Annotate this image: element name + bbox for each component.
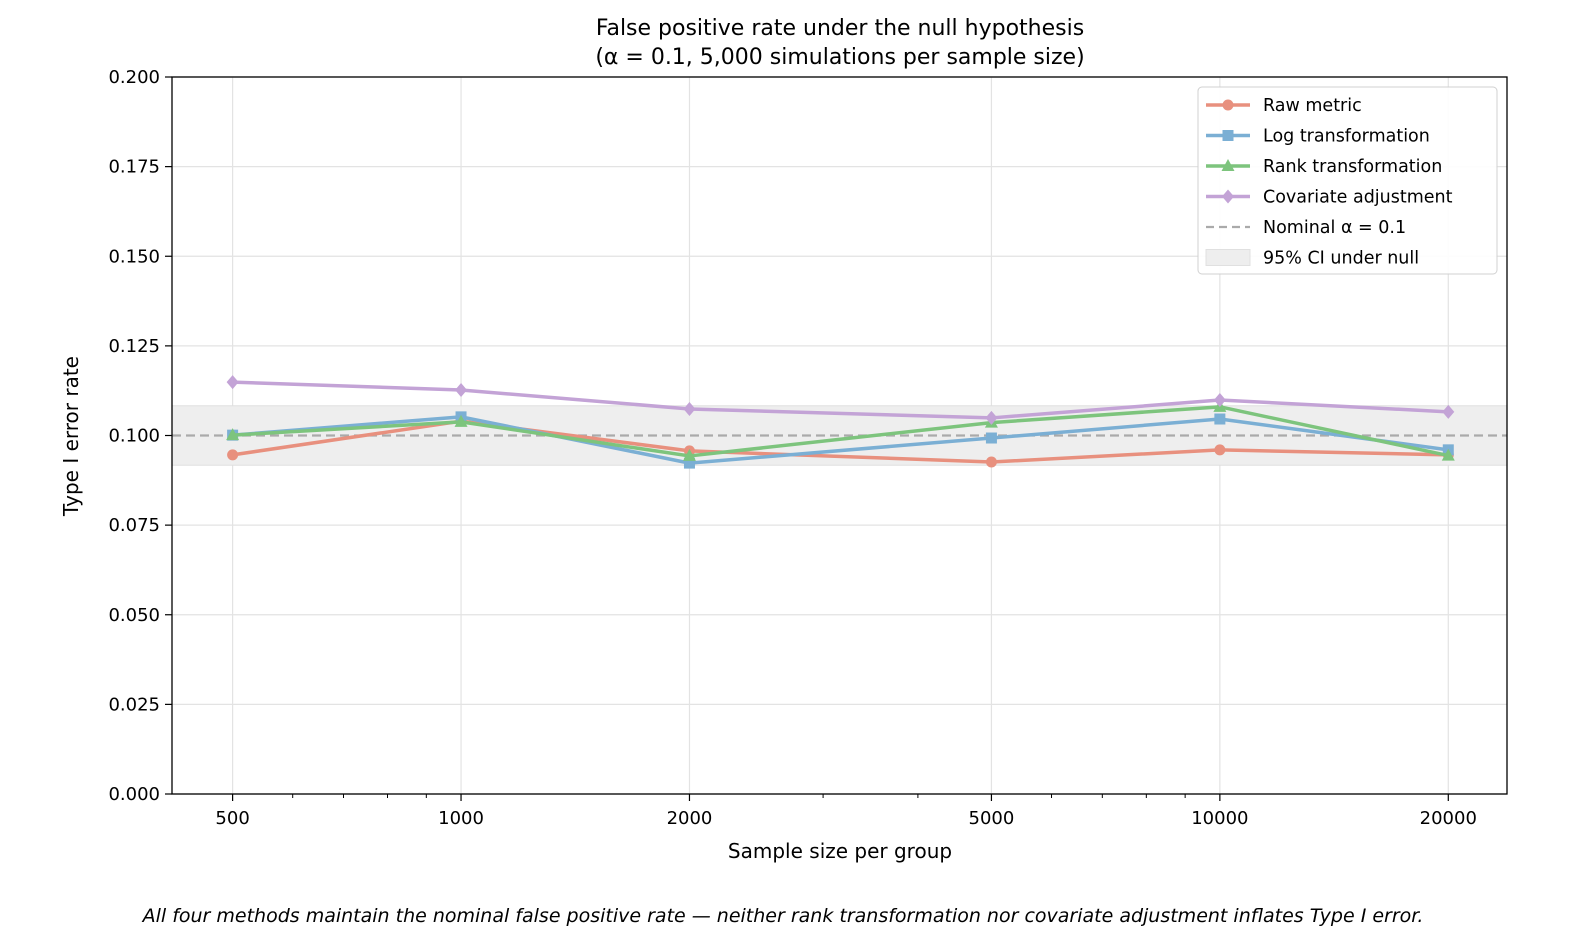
legend-label: Nominal α = 0.1 xyxy=(1263,218,1406,238)
y-tick-label: 0.175 xyxy=(108,157,160,178)
y-tick-label: 0.075 xyxy=(108,515,160,536)
x-tick-label: 10000 xyxy=(1191,808,1248,829)
legend-marker xyxy=(1222,130,1234,141)
x-tick-label: 2000 xyxy=(667,808,713,829)
data-point xyxy=(683,457,695,469)
legend-marker xyxy=(1222,99,1234,111)
legend-label: Covariate adjustment xyxy=(1263,188,1453,208)
y-axis-label: Type I error rate xyxy=(59,356,83,517)
chart-subtitle: (α = 0.1, 5,000 simulations per sample s… xyxy=(595,45,1084,70)
data-point xyxy=(455,382,468,397)
y-tick-label: 0.150 xyxy=(108,246,160,267)
data-point xyxy=(683,401,696,416)
chart-title: False positive rate under the null hypot… xyxy=(596,16,1084,41)
data-point xyxy=(454,414,468,427)
legend-swatch xyxy=(1205,249,1251,266)
x-axis-label: Sample size per group xyxy=(728,839,952,863)
series-line xyxy=(232,415,1449,465)
legend-marker xyxy=(1222,189,1234,204)
series-layer xyxy=(226,375,1455,469)
y-tick-label: 0.025 xyxy=(108,694,160,715)
x-tick-label: 1000 xyxy=(438,808,484,829)
x-tick-label: 500 xyxy=(215,808,249,829)
series-line xyxy=(232,380,1449,420)
legend-label: Rank transformation xyxy=(1263,157,1442,177)
y-tick-label: 0.100 xyxy=(108,426,160,447)
series-covariate-adjustment xyxy=(226,375,1455,425)
legend-box xyxy=(1197,86,1498,275)
axes: 500 1000 2000 5000 10000 20000 0.000 0.025 0.050… xyxy=(108,67,1476,829)
data-point xyxy=(1441,448,1455,461)
data-point xyxy=(682,448,696,461)
data-point xyxy=(985,410,998,425)
legend-label: Log transformation xyxy=(1263,127,1430,147)
data-point xyxy=(1213,393,1226,408)
series-line xyxy=(232,405,1449,458)
y-tick-label: 0.200 xyxy=(108,67,160,88)
y-tick-label: 0.000 xyxy=(108,784,160,805)
legend: Raw metric Log transformation Rank transfo… xyxy=(1197,86,1498,275)
x-tick-label: 20000 xyxy=(1420,808,1477,829)
annotation: All four methods maintain the nominal fa… xyxy=(141,905,1424,927)
legend-marker xyxy=(1221,159,1235,171)
data-point xyxy=(1214,444,1226,456)
y-tick-label: 0.125 xyxy=(108,336,160,357)
data-point xyxy=(226,375,239,390)
legend-label: 95% CI under null xyxy=(1263,249,1419,269)
y-tick-label: 0.050 xyxy=(108,605,160,626)
x-tick-label: 5000 xyxy=(969,808,1015,829)
data-point xyxy=(227,449,239,461)
legend-label: Raw metric xyxy=(1263,96,1362,116)
series-line xyxy=(232,419,1449,464)
data-point xyxy=(226,428,240,441)
data-point xyxy=(1442,404,1455,419)
data-point xyxy=(985,456,997,468)
data-point xyxy=(1214,413,1226,425)
data-point xyxy=(985,432,997,444)
